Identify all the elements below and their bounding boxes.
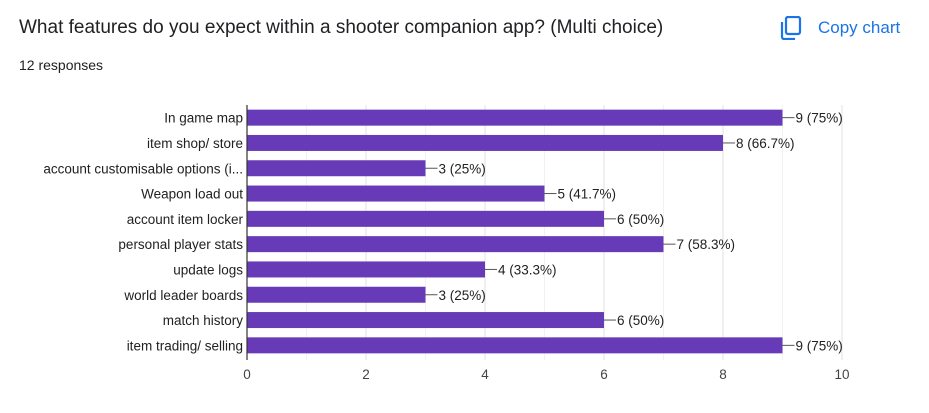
category-label: In game map [164, 111, 243, 126]
category-label: Weapon load out [141, 187, 243, 202]
bars [247, 109, 783, 354]
x-tick-label: 8 [719, 367, 727, 382]
bar [247, 210, 604, 227]
category-label: update logs [173, 262, 243, 277]
bar [247, 261, 485, 278]
bar [247, 236, 664, 253]
x-tick-label: 0 [243, 367, 251, 382]
copy-chart-label: Copy chart [818, 18, 901, 37]
category-label: personal player stats [118, 237, 243, 252]
bar [247, 160, 426, 177]
bar [247, 109, 783, 126]
data-label: 4 (33.3%) [498, 262, 557, 277]
category-label: match history [163, 313, 244, 328]
data-label: 8 (66.7%) [736, 136, 795, 151]
category-label: item trading/ selling [127, 338, 243, 353]
data-label: 5 (41.7%) [558, 187, 617, 202]
category-label: world leader boards [123, 288, 243, 303]
response-count: 12 responses [19, 57, 104, 73]
x-tick-label: 2 [362, 367, 370, 382]
x-tick-label: 10 [834, 367, 849, 382]
x-tick-label: 6 [600, 367, 608, 382]
category-label: account item locker [127, 212, 244, 227]
copy-icon [780, 16, 802, 40]
data-label: 3 (25%) [439, 161, 486, 176]
bar [247, 185, 545, 202]
data-label: 6 (50%) [617, 212, 664, 227]
bar [247, 312, 604, 329]
data-label: 9 (75%) [796, 338, 843, 353]
bar [247, 337, 783, 354]
data-label: 6 (50%) [617, 313, 664, 328]
category-label: account customisable options (i... [43, 161, 243, 176]
data-label: 3 (25%) [439, 288, 486, 303]
copy-chart-button[interactable]: Copy chart [780, 12, 900, 44]
bar [247, 134, 723, 151]
bar [247, 286, 426, 303]
labels: 0 2 4 6 8 10 In game map 9 (75%) item shop/ stor… [43, 111, 849, 382]
data-label: 9 (75%) [796, 111, 843, 126]
data-label: 7 (58.3%) [677, 237, 736, 252]
x-tick-label: 4 [481, 367, 489, 382]
chart-title: What features do you expect within a sho… [19, 17, 664, 38]
category-label: item shop/ store [147, 136, 243, 151]
